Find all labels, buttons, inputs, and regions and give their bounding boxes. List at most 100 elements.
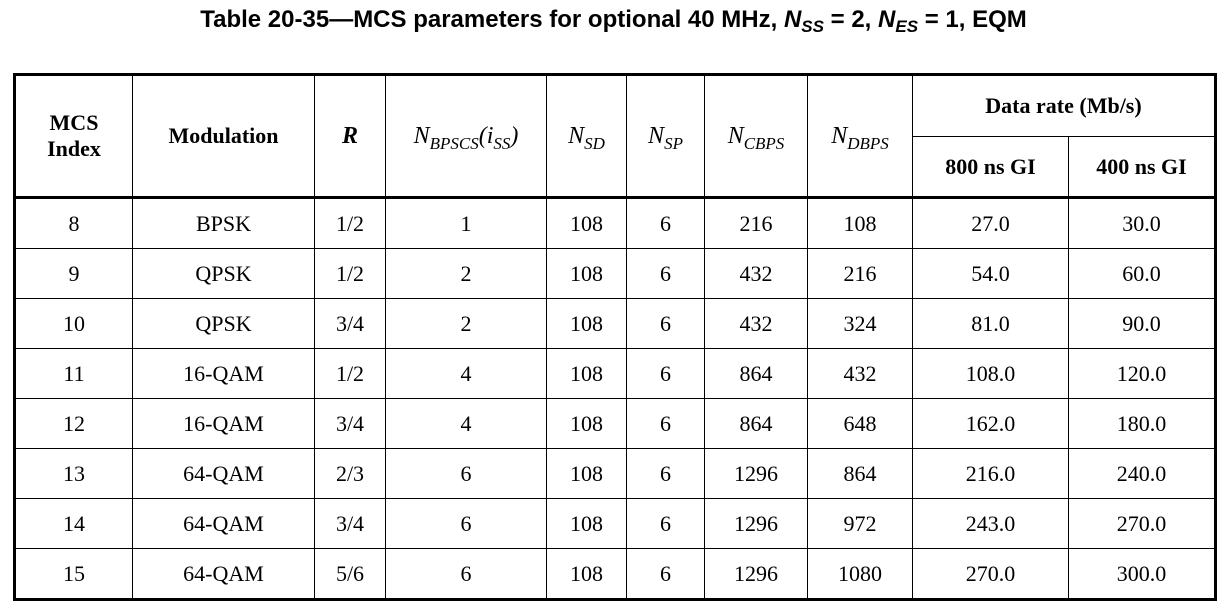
cell-modulation: 16-QAM	[132, 348, 315, 399]
nbpscs-sub: BPSCS	[429, 134, 479, 153]
col-header-nsd: NSD	[546, 74, 627, 199]
cell-modulation: 64-QAM	[132, 548, 315, 600]
cell-nbpscs: 4	[385, 398, 547, 449]
cell-nsp: 6	[626, 348, 705, 399]
caption-nes-n: N	[878, 6, 896, 33]
cell-mcs-index: 9	[14, 248, 133, 299]
nsd-n: N	[568, 123, 585, 149]
cell-ncbps: 1296	[704, 548, 808, 600]
cell-rate-400ns-gi: 270.0	[1068, 498, 1216, 549]
header-row: MCS Index Modulation R NBPSCS(iSS) NSD N…	[14, 74, 1216, 199]
table-row: 11 16-QAM 1/2 4 108 6 864 432 108.0 120.0	[14, 348, 1216, 399]
cell-nbpscs: 2	[385, 248, 547, 299]
caption-nes-value: = 1, EQM	[918, 6, 1027, 33]
cell-nbpscs: 4	[385, 348, 547, 399]
cell-r: 3/4	[314, 398, 386, 449]
cell-nsd: 108	[546, 197, 627, 249]
caption-nes-sub: ES	[895, 17, 919, 36]
table-row: 13 64-QAM 2/3 6 108 6 1296 864 216.0 240.0	[14, 448, 1216, 499]
cell-rate-400ns-gi: 300.0	[1068, 548, 1216, 600]
col-header-modulation: Modulation	[132, 74, 315, 199]
cell-ndbps: 972	[807, 498, 913, 549]
table-body: 8 BPSK 1/2 1 108 6 216 108 27.0 30.0 9 QPSK 1/2 2 108 6…	[14, 197, 1216, 600]
cell-ndbps: 864	[807, 448, 913, 499]
cell-ndbps: 108	[807, 197, 913, 249]
cell-nbpscs: 1	[385, 197, 547, 249]
cell-nsp: 6	[626, 248, 705, 299]
nsp-sub: SP	[664, 134, 683, 153]
cell-nsp: 6	[626, 197, 705, 249]
cell-r: 1/2	[314, 348, 386, 399]
cell-ndbps: 1080	[807, 548, 913, 600]
cell-rate-400ns-gi: 30.0	[1068, 197, 1216, 249]
cell-modulation: 64-QAM	[132, 448, 315, 499]
cell-ncbps: 216	[704, 197, 808, 249]
cell-rate-800ns-gi: 216.0	[912, 448, 1069, 499]
nsd-sub: SD	[584, 134, 605, 153]
cell-r: 2/3	[314, 448, 386, 499]
table-row: 8 BPSK 1/2 1 108 6 216 108 27.0 30.0	[14, 197, 1216, 249]
cell-rate-800ns-gi: 270.0	[912, 548, 1069, 600]
cell-ncbps: 864	[704, 348, 808, 399]
cell-r: 1/2	[314, 248, 386, 299]
cell-nsd: 108	[546, 448, 627, 499]
cell-nsd: 108	[546, 498, 627, 549]
col-header-gi800: 800 ns GI	[912, 136, 1069, 199]
cell-modulation: 64-QAM	[132, 498, 315, 549]
cell-rate-400ns-gi: 60.0	[1068, 248, 1216, 299]
ncbps-n: N	[727, 123, 744, 149]
ndbps-n: N	[831, 123, 848, 149]
cell-rate-400ns-gi: 180.0	[1068, 398, 1216, 449]
cell-ndbps: 216	[807, 248, 913, 299]
cell-modulation: QPSK	[132, 298, 315, 349]
nsp-n: N	[648, 123, 665, 149]
col-header-r: R	[314, 74, 386, 199]
cell-nsd: 108	[546, 298, 627, 349]
caption-nss-sub: SS	[801, 17, 824, 36]
cell-nsd: 108	[546, 348, 627, 399]
nbpscs-close: )	[510, 123, 519, 149]
caption-text: Table 20-35—MCS parameters for optional …	[200, 6, 784, 33]
cell-nbpscs: 6	[385, 498, 547, 549]
caption-nss-value: = 2,	[823, 6, 879, 33]
cell-nsp: 6	[626, 548, 705, 600]
cell-ndbps: 324	[807, 298, 913, 349]
cell-mcs-index: 8	[14, 197, 133, 249]
col-header-nbpscs: NBPSCS(iSS)	[385, 74, 547, 199]
cell-nsp: 6	[626, 398, 705, 449]
col-header-nsp: NSP	[626, 74, 705, 199]
cell-r: 5/6	[314, 548, 386, 600]
ndbps-sub: DBPS	[847, 134, 889, 153]
cell-mcs-index: 12	[14, 398, 133, 449]
cell-rate-400ns-gi: 240.0	[1068, 448, 1216, 499]
caption-nes-symbol: NES	[878, 6, 919, 36]
mcs-parameters-table: MCS Index Modulation R NBPSCS(iSS) NSD N…	[13, 73, 1217, 601]
nbpscs-iss-sub: SS	[493, 134, 511, 153]
cell-nsp: 6	[626, 298, 705, 349]
table-row: 10 QPSK 3/4 2 108 6 432 324 81.0 90.0	[14, 298, 1216, 349]
cell-rate-400ns-gi: 90.0	[1068, 298, 1216, 349]
cell-modulation: QPSK	[132, 248, 315, 299]
cell-rate-800ns-gi: 54.0	[912, 248, 1069, 299]
table-header: MCS Index Modulation R NBPSCS(iSS) NSD N…	[14, 74, 1216, 199]
col-header-ndbps: NDBPS	[807, 74, 913, 199]
cell-nbpscs: 2	[385, 298, 547, 349]
col-header-mcs-index: MCS Index	[14, 74, 133, 199]
table-caption: Table 20-35—MCS parameters for optional …	[0, 6, 1227, 36]
cell-mcs-index: 13	[14, 448, 133, 499]
cell-mcs-index: 15	[14, 548, 133, 600]
header-subrow: 800 ns GI 400 ns GI	[15, 136, 1216, 199]
table-row: 14 64-QAM 3/4 6 108 6 1296 972 243.0 270.0	[14, 498, 1216, 549]
cell-ncbps: 864	[704, 398, 808, 449]
ncbps-sub: CBPS	[743, 134, 785, 153]
cell-ncbps: 1296	[704, 448, 808, 499]
cell-rate-800ns-gi: 243.0	[912, 498, 1069, 549]
cell-r: 1/2	[314, 197, 386, 249]
cell-ncbps: 1296	[704, 498, 808, 549]
cell-nsd: 108	[546, 398, 627, 449]
cell-rate-400ns-gi: 120.0	[1068, 348, 1216, 399]
col-header-ncbps: NCBPS	[704, 74, 808, 199]
cell-nsp: 6	[626, 498, 705, 549]
cell-r: 3/4	[314, 298, 386, 349]
col-header-data-rate: Data rate (Mb/s)	[912, 74, 1216, 137]
